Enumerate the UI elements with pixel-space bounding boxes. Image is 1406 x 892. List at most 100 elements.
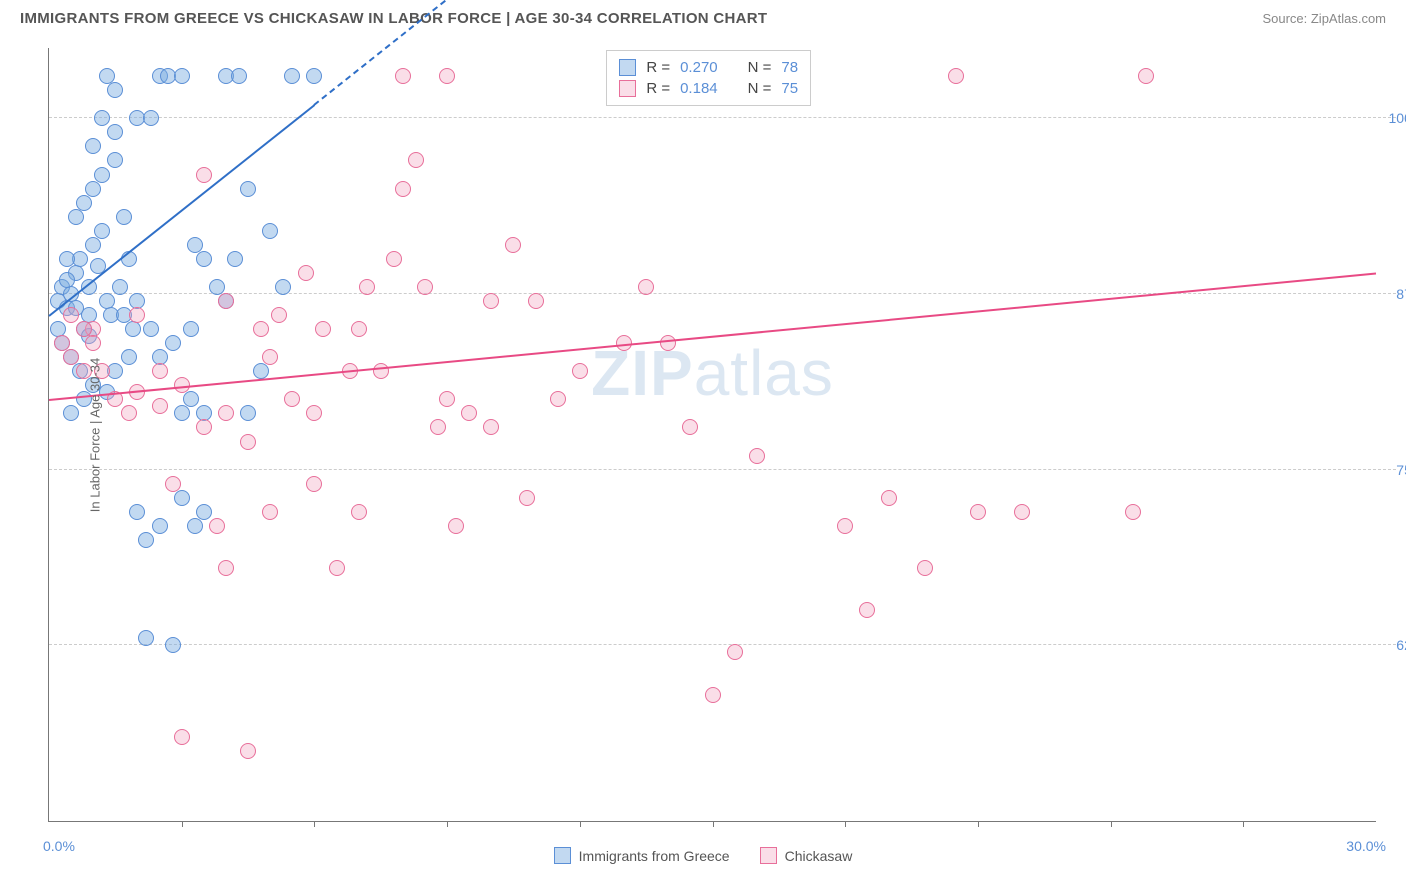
data-point bbox=[448, 518, 464, 534]
data-point bbox=[240, 181, 256, 197]
data-point bbox=[183, 391, 199, 407]
data-point bbox=[152, 363, 168, 379]
data-point bbox=[705, 687, 721, 703]
data-point bbox=[121, 349, 137, 365]
data-point bbox=[505, 237, 521, 253]
stat-n-value: 75 bbox=[781, 80, 798, 97]
data-point bbox=[165, 476, 181, 492]
data-point bbox=[63, 307, 79, 323]
data-point bbox=[306, 405, 322, 421]
y-tick-label: 62.5% bbox=[1396, 637, 1406, 653]
data-point bbox=[275, 279, 291, 295]
data-point bbox=[218, 293, 234, 309]
data-point bbox=[284, 68, 300, 84]
data-point bbox=[152, 398, 168, 414]
data-point bbox=[68, 209, 84, 225]
x-tick bbox=[978, 821, 979, 827]
data-point bbox=[483, 419, 499, 435]
stat-r-label: R = bbox=[646, 59, 670, 76]
data-point bbox=[94, 110, 110, 126]
data-point bbox=[682, 419, 698, 435]
data-point bbox=[262, 349, 278, 365]
x-tick bbox=[182, 821, 183, 827]
source-label: Source: ZipAtlas.com bbox=[1262, 11, 1386, 26]
data-point bbox=[99, 68, 115, 84]
data-point bbox=[315, 321, 331, 337]
data-point bbox=[519, 490, 535, 506]
data-point bbox=[351, 504, 367, 520]
gridline bbox=[49, 644, 1396, 645]
data-point bbox=[262, 504, 278, 520]
data-point bbox=[112, 279, 128, 295]
x-tick bbox=[314, 821, 315, 827]
header: IMMIGRANTS FROM GREECE VS CHICKASAW IN L… bbox=[0, 0, 1406, 27]
chart-area: ZIPatlas 62.5%75.0%87.5%100.0%R = 0.270N… bbox=[48, 48, 1376, 822]
data-point bbox=[116, 209, 132, 225]
data-point bbox=[660, 335, 676, 351]
legend-label-greece: Immigrants from Greece bbox=[579, 848, 730, 864]
bottom-legend: Immigrants from Greece Chickasaw bbox=[0, 847, 1406, 864]
data-point bbox=[121, 405, 137, 421]
data-point bbox=[298, 265, 314, 281]
data-point bbox=[129, 307, 145, 323]
data-point bbox=[1138, 68, 1154, 84]
legend-item-chickasaw: Chickasaw bbox=[760, 847, 853, 864]
data-point bbox=[351, 321, 367, 337]
x-tick bbox=[447, 821, 448, 827]
stats-swatch bbox=[619, 59, 636, 76]
data-point bbox=[284, 391, 300, 407]
data-point bbox=[306, 476, 322, 492]
data-point bbox=[638, 279, 654, 295]
data-point bbox=[196, 251, 212, 267]
data-point bbox=[174, 729, 190, 745]
data-point bbox=[240, 405, 256, 421]
data-point bbox=[125, 321, 141, 337]
data-point bbox=[306, 68, 322, 84]
data-point bbox=[572, 363, 588, 379]
chart-title: IMMIGRANTS FROM GREECE VS CHICKASAW IN L… bbox=[20, 10, 767, 27]
data-point bbox=[386, 251, 402, 267]
data-point bbox=[165, 335, 181, 351]
y-axis-label: In Labor Force | Age 30-34 bbox=[88, 358, 103, 512]
data-point bbox=[749, 448, 765, 464]
data-point bbox=[209, 518, 225, 534]
data-point bbox=[408, 152, 424, 168]
data-point bbox=[550, 391, 566, 407]
data-point bbox=[439, 68, 455, 84]
data-point bbox=[85, 335, 101, 351]
stats-row: R = 0.184N = 75 bbox=[619, 78, 798, 99]
data-point bbox=[417, 279, 433, 295]
data-point bbox=[85, 138, 101, 154]
data-point bbox=[970, 504, 986, 520]
data-point bbox=[395, 181, 411, 197]
data-point bbox=[165, 637, 181, 653]
data-point bbox=[196, 419, 212, 435]
data-point bbox=[917, 560, 933, 576]
data-point bbox=[59, 251, 75, 267]
data-point bbox=[107, 124, 123, 140]
legend-label-chickasaw: Chickasaw bbox=[785, 848, 853, 864]
plot-region: ZIPatlas 62.5%75.0%87.5%100.0%R = 0.270N… bbox=[48, 48, 1376, 822]
data-point bbox=[63, 349, 79, 365]
data-point bbox=[85, 237, 101, 253]
stat-r-label: R = bbox=[646, 80, 670, 97]
stat-r-value: 0.270 bbox=[680, 59, 718, 76]
stats-swatch bbox=[619, 80, 636, 97]
data-point bbox=[129, 504, 145, 520]
data-point bbox=[138, 630, 154, 646]
data-point bbox=[174, 405, 190, 421]
data-point bbox=[262, 223, 278, 239]
data-point bbox=[143, 110, 159, 126]
data-point bbox=[218, 405, 234, 421]
data-point bbox=[63, 405, 79, 421]
data-point bbox=[76, 195, 92, 211]
data-point bbox=[329, 560, 345, 576]
data-point bbox=[430, 419, 446, 435]
data-point bbox=[253, 363, 269, 379]
data-point bbox=[439, 391, 455, 407]
y-tick-label: 87.5% bbox=[1396, 286, 1406, 302]
data-point bbox=[359, 279, 375, 295]
data-point bbox=[528, 293, 544, 309]
data-point bbox=[1014, 504, 1030, 520]
x-tick bbox=[1243, 821, 1244, 827]
